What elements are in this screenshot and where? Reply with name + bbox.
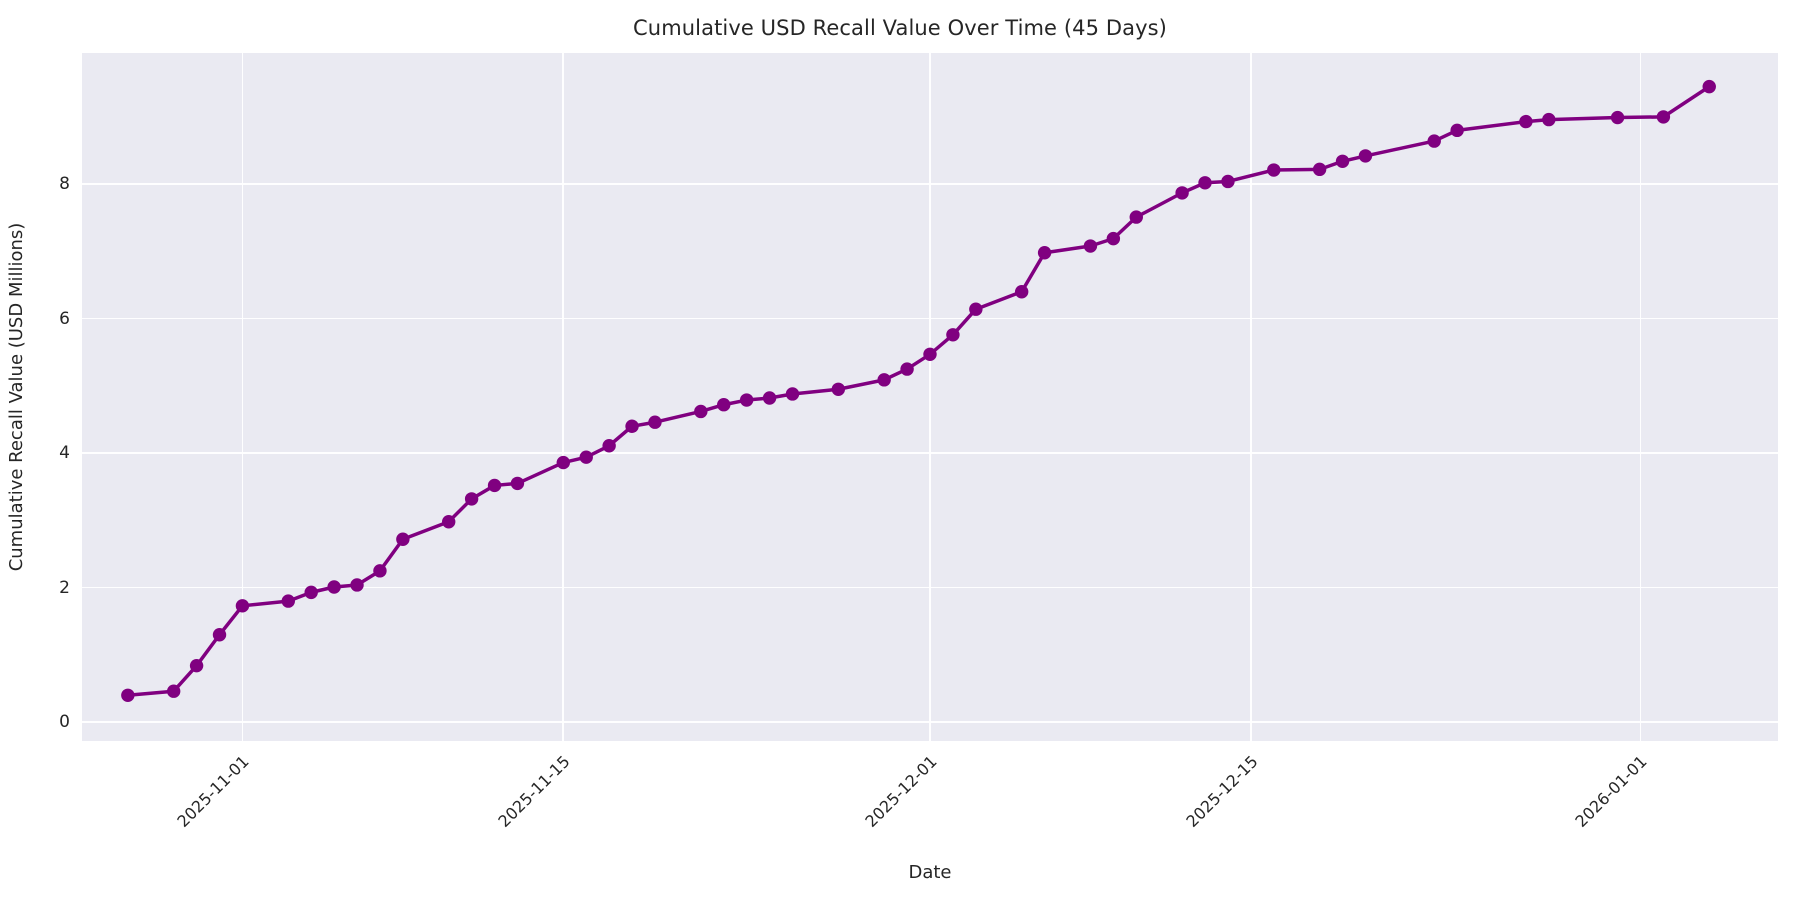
data-point-marker xyxy=(396,532,410,546)
data-point-marker xyxy=(831,382,846,396)
line-series xyxy=(121,79,1716,702)
gridline-vertical xyxy=(1639,53,1642,741)
page-title: Cumulative USD Recall Value Over Time (4… xyxy=(633,16,1167,40)
x-tick-label: 2025-11-15 xyxy=(494,751,574,832)
data-point-marker xyxy=(1702,79,1716,94)
gridline-vertical xyxy=(1250,53,1252,741)
data-point-marker xyxy=(1450,123,1464,138)
data-point-marker xyxy=(1267,163,1281,177)
data-point-marker xyxy=(877,373,891,387)
x-tick-label: 2025-11-01 xyxy=(173,751,254,832)
data-point-marker xyxy=(694,404,708,419)
data-point-marker xyxy=(900,362,914,376)
gridline-vertical xyxy=(562,53,565,741)
plot-area xyxy=(82,53,1778,741)
data-point-marker xyxy=(350,578,364,592)
data-point-marker xyxy=(1427,134,1441,148)
data-point-marker xyxy=(1358,149,1373,163)
data-point-marker xyxy=(373,564,387,578)
gridline-vertical xyxy=(241,53,244,741)
data-point-marker xyxy=(1312,162,1327,177)
data-point-marker xyxy=(281,594,295,608)
data-point-marker xyxy=(1542,112,1556,127)
data-point-marker xyxy=(304,585,318,600)
x-tick-label: 2025-12-15 xyxy=(1182,751,1262,832)
data-point-marker xyxy=(556,455,570,470)
data-point-marker xyxy=(464,492,479,506)
data-point-marker xyxy=(602,439,616,453)
x-tick-label: 2025-12-01 xyxy=(861,751,941,832)
data-point-marker xyxy=(946,328,960,342)
data-point-marker xyxy=(762,391,777,405)
data-point-marker xyxy=(1014,285,1029,299)
data-point-marker xyxy=(579,450,593,464)
y-tick-label: 4 xyxy=(59,443,70,464)
data-point-marker xyxy=(1335,154,1350,168)
x-axis-ticks: 2025-11-01 2025-11-15 2025-12-01 2025-12-15… xyxy=(82,741,1778,861)
gridline-vertical xyxy=(929,53,931,741)
y-tick-label: 0 xyxy=(59,712,70,733)
data-point-marker xyxy=(1198,176,1212,190)
data-point-marker xyxy=(487,478,502,493)
data-point-marker xyxy=(327,580,341,594)
data-point-marker xyxy=(235,599,250,613)
x-axis-label: Date xyxy=(908,862,952,883)
data-point-marker xyxy=(121,688,135,702)
data-point-marker xyxy=(212,628,227,642)
data-point-marker xyxy=(166,684,181,698)
data-point-marker xyxy=(1037,246,1052,260)
y-tick-label: 6 xyxy=(59,308,70,329)
series-line xyxy=(126,84,1711,698)
data-point-marker xyxy=(969,302,983,316)
data-point-marker xyxy=(717,398,731,412)
data-point-marker xyxy=(1106,231,1121,246)
y-tick-label: 2 xyxy=(59,577,70,598)
data-point-marker xyxy=(648,415,662,429)
data-point-marker xyxy=(189,658,204,673)
data-point-marker xyxy=(1175,186,1189,200)
data-point-marker xyxy=(1129,210,1143,224)
data-point-marker xyxy=(1610,110,1625,125)
data-point-marker xyxy=(1083,239,1098,253)
y-tick-label: 8 xyxy=(59,174,70,195)
data-point-marker xyxy=(1519,114,1533,129)
data-point-marker xyxy=(785,387,800,401)
x-tick-label: 2026-01-01 xyxy=(1571,751,1652,832)
data-point-marker xyxy=(1656,110,1671,124)
data-point-marker xyxy=(923,347,937,361)
data-point-marker xyxy=(739,393,754,407)
y-axis-ticks: 0 2 4 6 8 xyxy=(0,53,70,741)
data-point-marker xyxy=(510,476,525,491)
data-point-marker xyxy=(625,419,639,433)
data-point-marker xyxy=(442,515,456,529)
data-point-marker xyxy=(1221,174,1235,189)
